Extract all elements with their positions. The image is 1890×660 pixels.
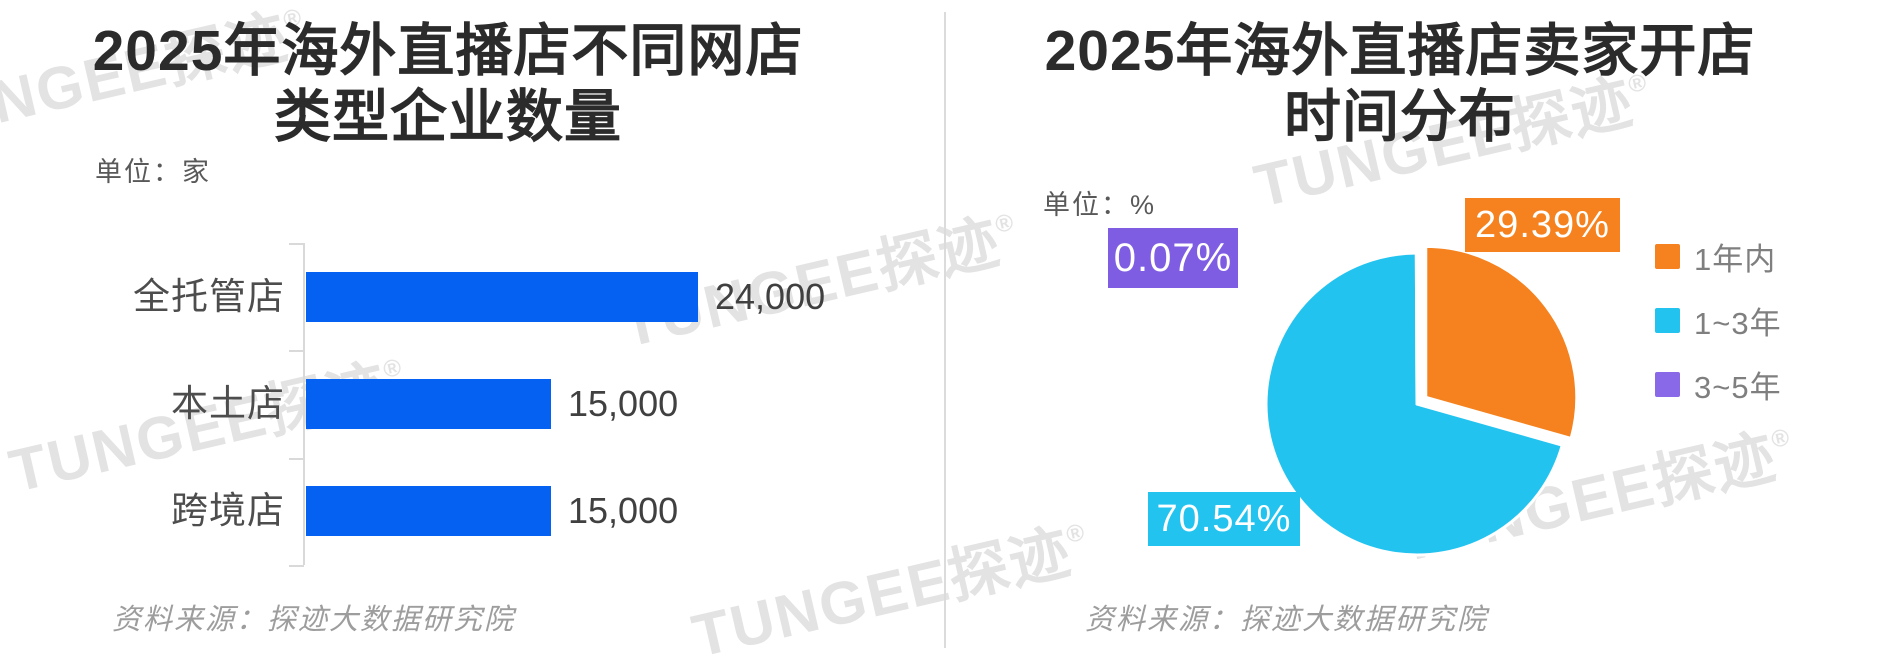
bar-category-label: 全托管店 — [133, 276, 285, 317]
left-chart-source: 资料来源：探迹大数据研究院 — [112, 604, 516, 636]
legend-swatch — [1655, 371, 1680, 397]
right-chart-title-line2: 时间分布 — [1284, 85, 1516, 149]
legend-item: 1年内 — [1655, 240, 1782, 277]
axis-tick — [289, 243, 304, 245]
bar-value-label: 24,000 — [715, 276, 826, 317]
right-chart-source: 资料来源：探迹大数据研究院 — [1085, 604, 1489, 636]
left-chart-title-line2: 类型企业数量 — [274, 85, 622, 149]
legend-label: 1年内 — [1694, 241, 1777, 277]
axis-tick — [289, 458, 304, 460]
legend-label: 1~3年 — [1694, 305, 1782, 341]
left-chart-title-line1: 2025年海外直播店不同网店 — [92, 19, 804, 83]
bar-axis-line — [303, 243, 305, 565]
left-chart-unit-label: 单位：家 — [95, 157, 211, 187]
pie-label-3-5-year: 0.07% — [1108, 228, 1238, 288]
legend-item: 3~5年 — [1655, 368, 1782, 405]
pie-slice-3 — [1414, 251, 1419, 406]
bar-category-label: 跨境店 — [171, 490, 285, 531]
pie-slice-1 — [1424, 244, 1579, 440]
right-chart-title: 2025年海外直播店卖家开店 时间分布 — [1040, 18, 1760, 150]
pie-label-1-year: 29.39% — [1465, 198, 1620, 252]
pie-label-1-3-year: 70.54% — [1148, 492, 1300, 546]
legend: 1年内 1~3年 3~5年 — [1655, 240, 1782, 432]
axis-tick — [289, 350, 304, 352]
legend-swatch — [1655, 307, 1680, 333]
legend-swatch — [1655, 243, 1680, 269]
left-chart-title: 2025年海外直播店不同网店 类型企业数量 — [88, 18, 808, 150]
bar-category-label: 本土店 — [171, 383, 285, 424]
axis-tick — [289, 565, 304, 567]
bar — [306, 379, 551, 429]
bar-value-label: 15,000 — [568, 490, 679, 531]
bar — [306, 272, 698, 322]
right-chart-title-line1: 2025年海外直播店卖家开店 — [1044, 19, 1756, 83]
right-chart-unit-label: 单位：% — [1043, 190, 1157, 220]
bar — [306, 486, 551, 536]
divider-line — [944, 12, 946, 648]
bar-value-label: 15,000 — [568, 383, 679, 424]
legend-item: 1~3年 — [1655, 304, 1782, 341]
legend-label: 3~5年 — [1694, 369, 1782, 405]
